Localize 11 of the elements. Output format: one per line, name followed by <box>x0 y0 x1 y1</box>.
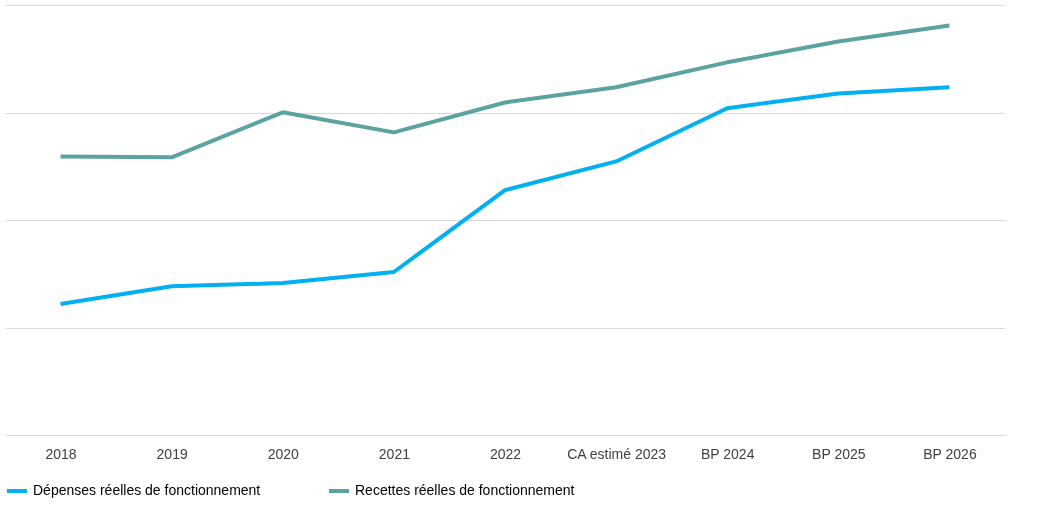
legend-label: Recettes réelles de fonctionnement <box>355 482 575 498</box>
x-tick-label: BP 2024 <box>700 445 755 462</box>
x-tick-label: 2021 <box>378 445 411 462</box>
legend-label: Dépenses réelles de fonctionnement <box>33 482 261 498</box>
x-tick-label: BP 2026 <box>923 445 977 462</box>
x-tick-label: 2020 <box>267 445 300 462</box>
x-tick-label: BP 2025 <box>812 445 866 462</box>
x-tick-label: 2022 <box>489 445 522 462</box>
x-tick-label: 2019 <box>156 445 188 462</box>
x-tick-label: 2018 <box>45 445 77 462</box>
x-tick-label: CA estimé 2023 <box>567 445 667 462</box>
